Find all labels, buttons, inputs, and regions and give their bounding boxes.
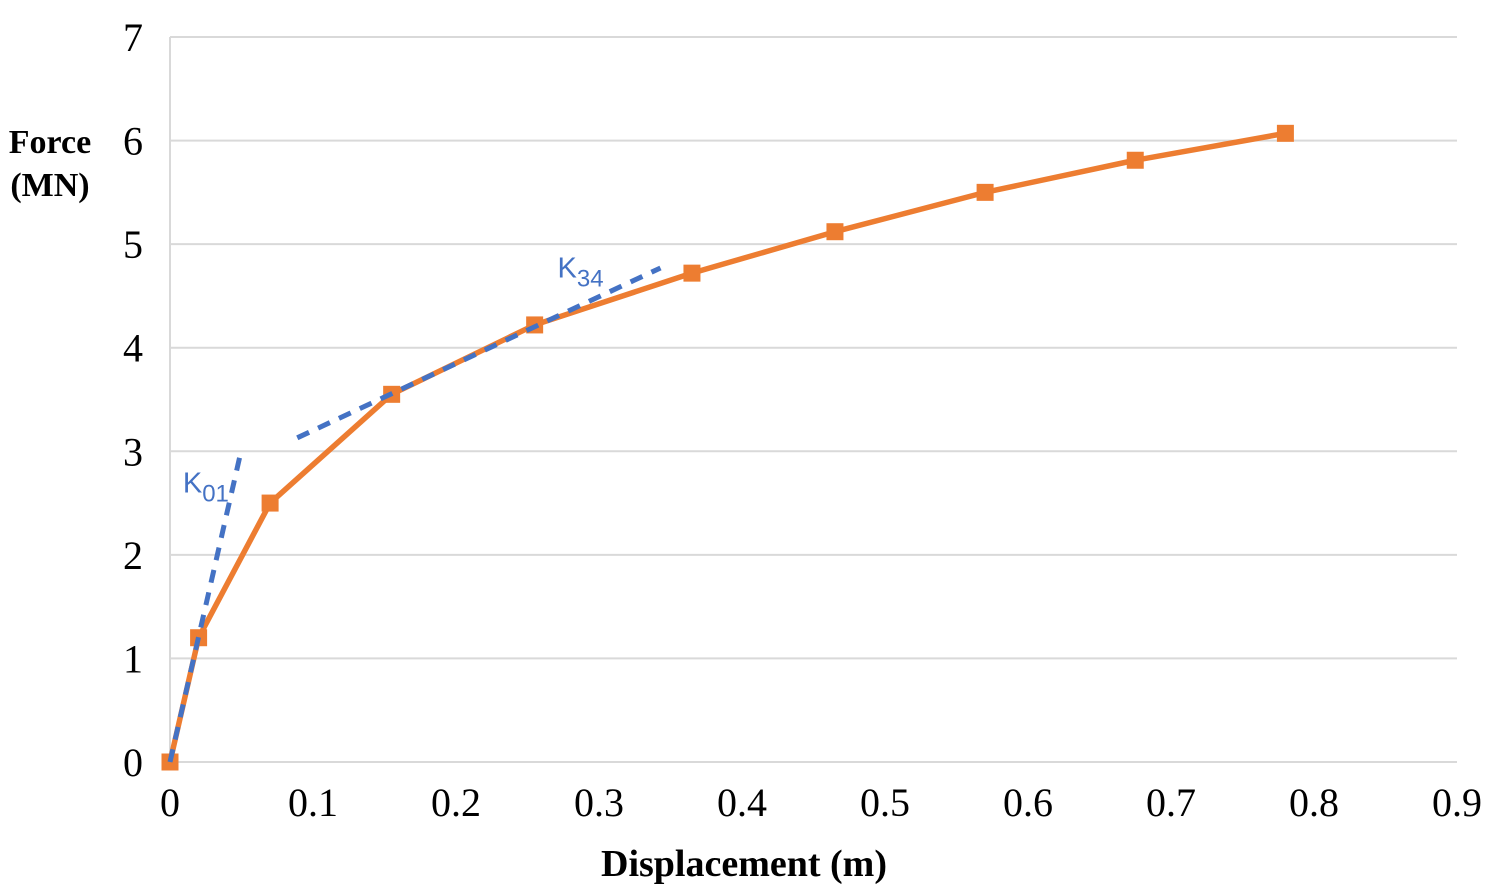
y-tick-label: 5: [123, 222, 143, 267]
data-point-marker: [826, 223, 844, 241]
y-tick-label: 4: [123, 326, 143, 371]
x-tick-label: 0.1: [288, 780, 338, 825]
k34-label: K34: [558, 252, 604, 292]
x-axis-title: Displacement (m): [601, 843, 887, 885]
data-point-marker: [1276, 124, 1294, 142]
x-tick-label: 0.7: [1146, 780, 1196, 825]
data-point-marker: [261, 494, 279, 512]
data-point-marker: [1126, 151, 1144, 169]
x-tick-label: 0.5: [860, 780, 910, 825]
k34-secant-line: [296, 265, 662, 441]
x-tick-label: 0.8: [1289, 780, 1339, 825]
force-curve: [167, 130, 1286, 763]
y-tick-label: 0: [123, 740, 143, 785]
data-point-marker: [976, 183, 994, 201]
data-point-marker: [683, 264, 701, 282]
y-tick-label: 6: [123, 119, 143, 164]
k01-label: K01: [183, 468, 229, 508]
y-axis-title: Force (MN): [0, 121, 100, 207]
y-axis-title-line2: (MN): [10, 167, 90, 204]
x-tick-label: 0.3: [574, 780, 624, 825]
k01-tangent-line: [167, 448, 244, 763]
y-tick-label: 3: [123, 429, 143, 474]
y-tick-label: 2: [123, 533, 143, 578]
x-tick-label: 0: [160, 780, 180, 825]
y-tick-label: 7: [123, 15, 143, 60]
x-tick-label: 0.9: [1432, 780, 1482, 825]
x-tick-label: 0.4: [717, 780, 767, 825]
x-tick-label: 0.2: [431, 780, 481, 825]
y-tick-label: 1: [123, 636, 143, 681]
x-tick-label: 0.6: [1003, 780, 1053, 825]
y-axis-title-line1: Force: [8, 124, 92, 161]
